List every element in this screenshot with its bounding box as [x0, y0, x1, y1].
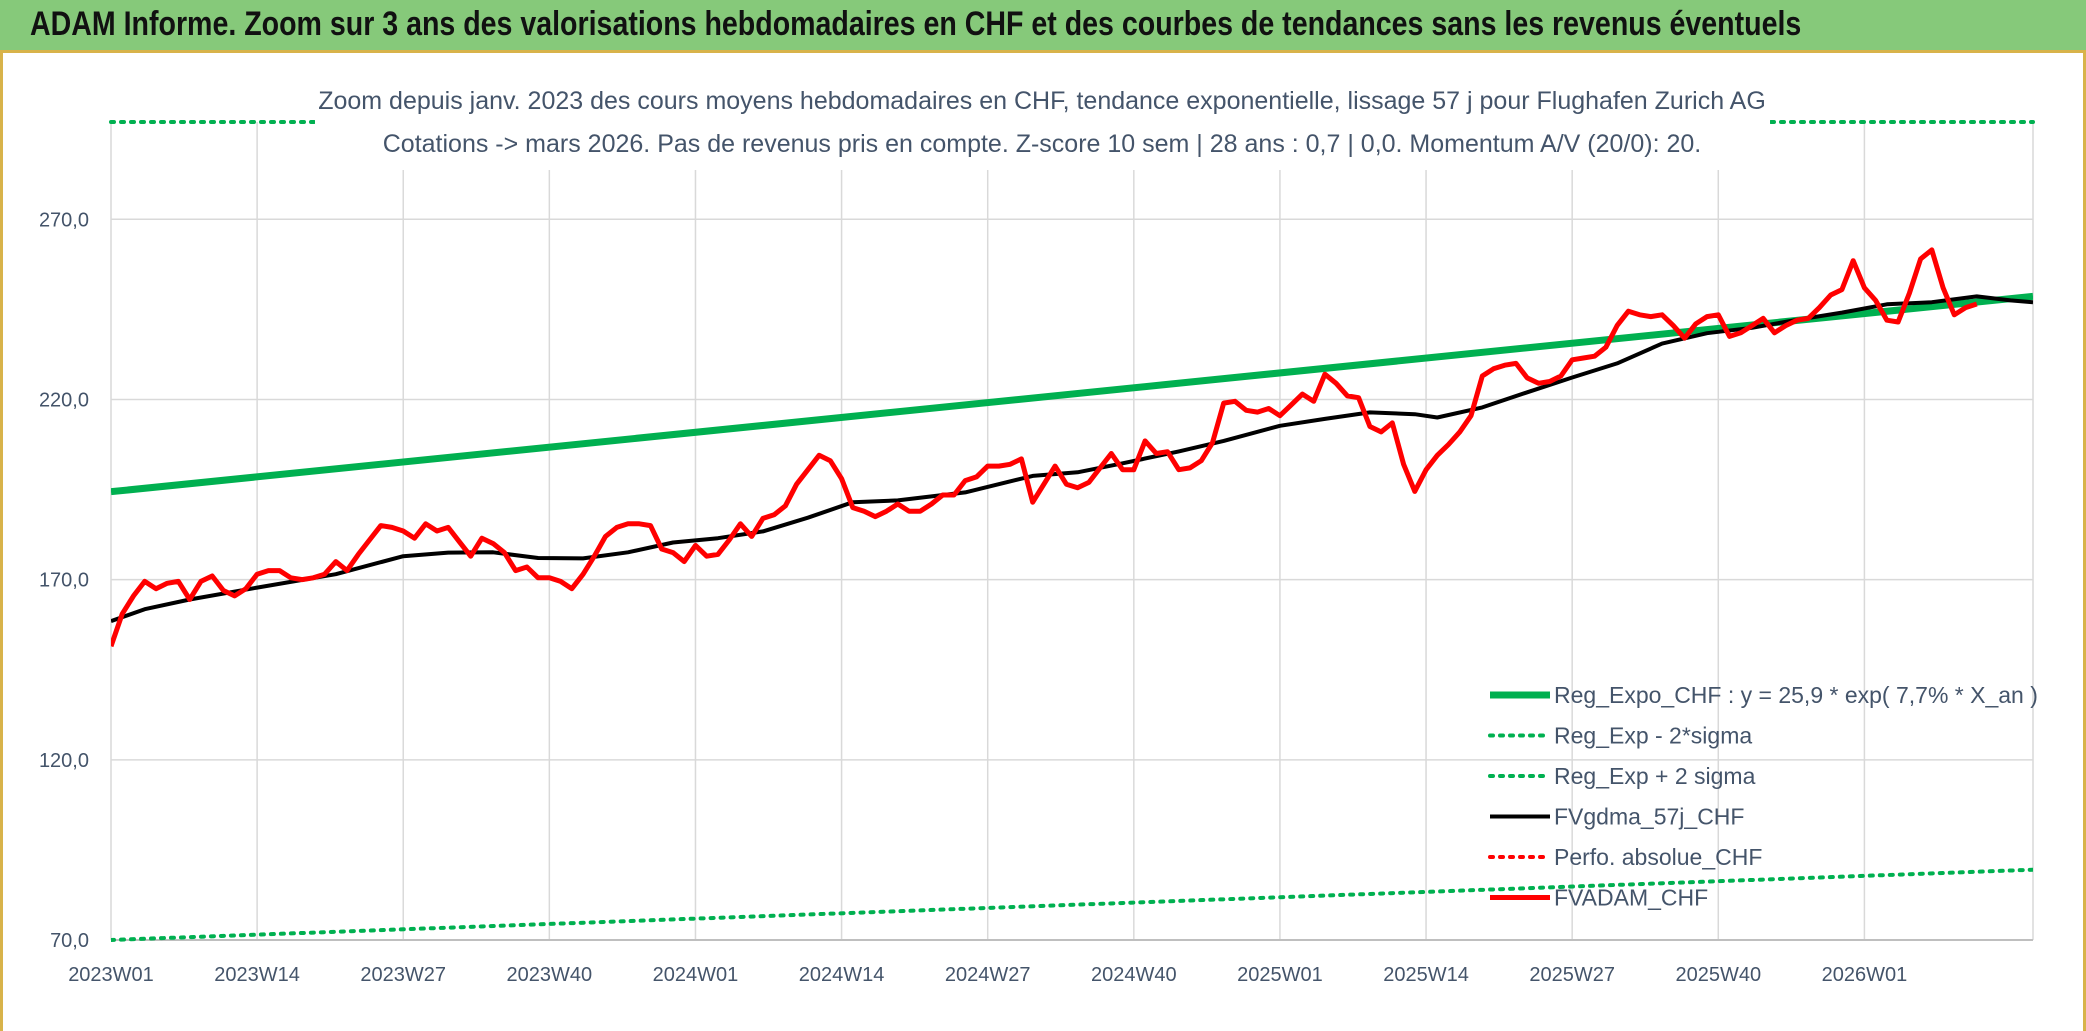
x-tick-label: 2026W01	[1822, 964, 1908, 986]
x-tick-label: 2024W27	[945, 964, 1031, 986]
x-tick-label: 2024W40	[1091, 964, 1177, 986]
x-tick-label: 2024W01	[653, 964, 739, 986]
report-banner: ADAM Informe. Zoom sur 3 ans des valoris…	[0, 0, 2086, 53]
y-tick-label: 270,0	[39, 209, 89, 231]
x-tick-label: 2025W27	[1529, 964, 1615, 986]
series-line-0	[111, 292, 2033, 496]
series-layer	[109, 120, 2035, 942]
y-tick-label: 120,0	[39, 750, 89, 772]
x-tick-label: 2024W14	[799, 964, 885, 986]
legend-label: Reg_Exp + 2 sigma	[1554, 763, 1756, 789]
x-tick-label: 2025W40	[1675, 964, 1761, 986]
series-line-3	[111, 294, 2033, 623]
grid-lines	[110, 122, 2034, 941]
x-tick-label: 2025W01	[1237, 964, 1323, 986]
x-tick-label: 2023W01	[68, 964, 154, 986]
legend-label: Reg_Exp - 2*sigma	[1554, 723, 1752, 749]
chart-frame: Zoom depuis janv. 2023 des cours moyens …	[0, 53, 2086, 1031]
x-tick-label: 2025W14	[1383, 964, 1469, 986]
chart-title-line-1: Zoom depuis janv. 2023 des cours moyens …	[318, 87, 1766, 115]
series-line-5	[111, 247, 1978, 648]
y-axis: 270,0 220,0 170,0 120,0 70,0	[39, 209, 89, 952]
x-tick-label: 2023W27	[360, 964, 446, 986]
legend-label: FVgdma_57j_CHF	[1554, 804, 1744, 830]
y-tick-label: 70,0	[50, 930, 89, 952]
x-axis: 2023W01 2023W14 2023W27 2023W40 2024W01 2024W…	[68, 964, 1907, 986]
legend-label: FVADAM_CHF	[1554, 885, 1708, 911]
x-tick-label: 2023W14	[214, 964, 300, 986]
chart-area: Zoom depuis janv. 2023 des cours moyens …	[39, 80, 2038, 986]
chart-title-line-2: Cotations -> mars 2026. Pas de revenus p…	[383, 130, 1701, 158]
legend-label: Perfo. absolue_CHF	[1554, 844, 1762, 870]
x-tick-label: 2023W40	[507, 964, 593, 986]
title-background	[315, 80, 1770, 170]
legend: Reg_Expo_CHF : y = 25,9 * exp( 7,7% * X_…	[1488, 682, 2038, 911]
series-line-1	[111, 867, 2033, 942]
legend-label: Reg_Expo_CHF : y = 25,9 * exp( 7,7% * X_…	[1554, 682, 2038, 708]
report-title: ADAM Informe. Zoom sur 3 ans des valoris…	[30, 5, 1802, 43]
y-tick-label: 170,0	[39, 570, 89, 592]
y-tick-label: 220,0	[39, 389, 89, 411]
